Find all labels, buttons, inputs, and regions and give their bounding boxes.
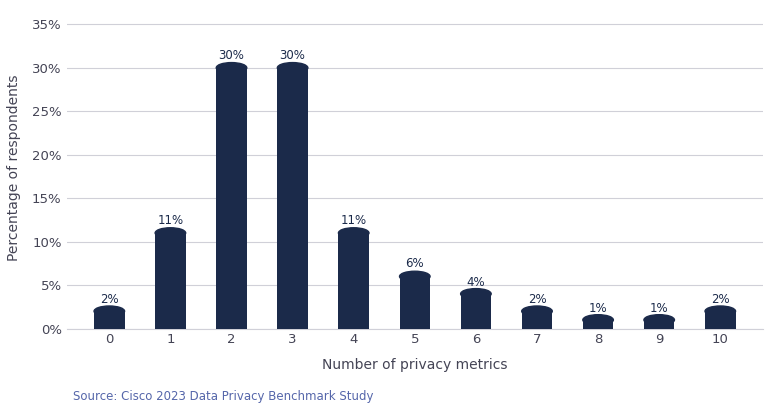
Bar bbox=[216, 68, 246, 328]
Ellipse shape bbox=[155, 228, 186, 238]
Ellipse shape bbox=[460, 289, 491, 299]
Text: 2%: 2% bbox=[527, 293, 546, 306]
Y-axis label: Percentage of respondents: Percentage of respondents bbox=[7, 74, 21, 261]
Bar bbox=[277, 68, 308, 328]
Ellipse shape bbox=[339, 228, 369, 238]
Text: 2%: 2% bbox=[711, 293, 730, 306]
Text: 30%: 30% bbox=[219, 49, 244, 62]
Ellipse shape bbox=[400, 271, 430, 282]
Bar bbox=[400, 276, 430, 328]
Text: 6%: 6% bbox=[406, 257, 424, 270]
Bar bbox=[155, 233, 186, 328]
Text: 4%: 4% bbox=[467, 276, 485, 289]
Text: 11%: 11% bbox=[157, 214, 183, 227]
Text: 30%: 30% bbox=[280, 49, 306, 62]
Ellipse shape bbox=[216, 63, 246, 73]
Bar bbox=[522, 311, 552, 328]
Bar bbox=[644, 320, 675, 328]
Bar bbox=[460, 294, 491, 328]
Ellipse shape bbox=[94, 306, 125, 316]
Ellipse shape bbox=[644, 315, 675, 325]
Text: Source: Cisco 2023 Data Privacy Benchmark Study: Source: Cisco 2023 Data Privacy Benchmar… bbox=[73, 390, 373, 403]
Text: 11%: 11% bbox=[340, 214, 367, 227]
Text: 1%: 1% bbox=[650, 302, 668, 315]
Ellipse shape bbox=[277, 63, 308, 73]
Bar bbox=[705, 311, 735, 328]
Text: 1%: 1% bbox=[589, 302, 608, 315]
Bar bbox=[339, 233, 369, 328]
Ellipse shape bbox=[583, 315, 614, 325]
X-axis label: Number of privacy metrics: Number of privacy metrics bbox=[322, 358, 507, 372]
Text: 2%: 2% bbox=[100, 293, 119, 306]
Ellipse shape bbox=[705, 306, 735, 316]
Bar bbox=[583, 320, 614, 328]
Bar bbox=[94, 311, 125, 328]
Ellipse shape bbox=[522, 306, 552, 316]
